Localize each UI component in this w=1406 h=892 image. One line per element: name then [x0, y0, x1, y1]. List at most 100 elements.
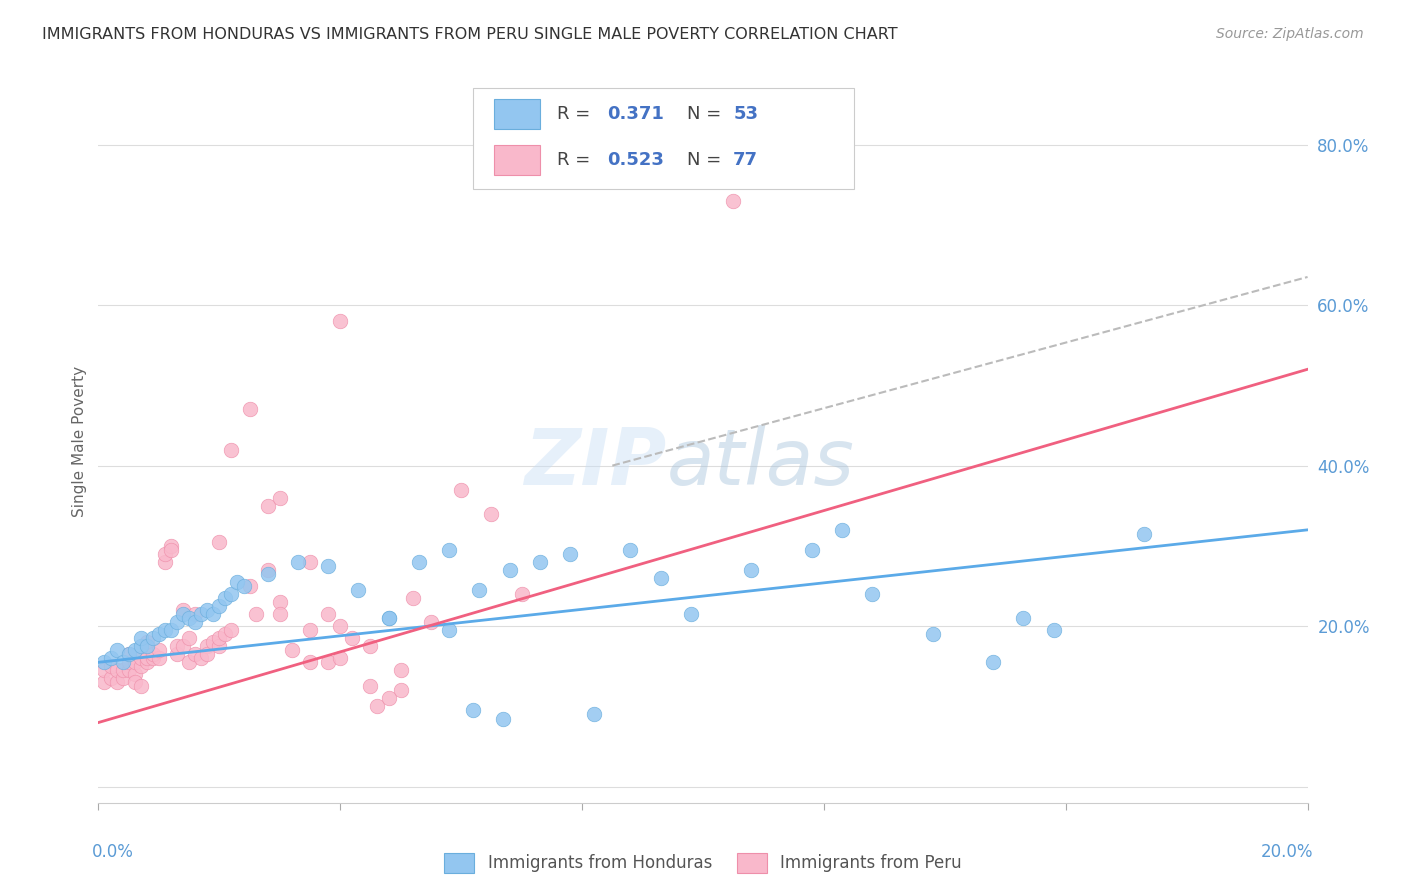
Point — [558, 547, 581, 561]
Point — [118, 664, 141, 678]
Point — [316, 607, 339, 621]
Point — [166, 639, 188, 653]
Point — [153, 555, 176, 569]
Text: 0.523: 0.523 — [607, 151, 665, 169]
Point — [179, 655, 201, 669]
Point — [492, 712, 515, 726]
Point — [389, 683, 412, 698]
Point — [329, 619, 352, 633]
Point — [239, 579, 262, 593]
Point — [148, 627, 170, 641]
Point — [148, 643, 170, 657]
Point — [981, 655, 1004, 669]
Point — [111, 671, 134, 685]
Point — [481, 507, 503, 521]
Text: Source: ZipAtlas.com: Source: ZipAtlas.com — [1216, 27, 1364, 41]
Point — [208, 599, 231, 614]
Point — [269, 595, 291, 609]
Point — [160, 542, 183, 557]
Point — [179, 632, 201, 646]
Point — [124, 667, 146, 681]
Point — [619, 542, 641, 557]
Point — [208, 534, 231, 549]
Text: 77: 77 — [734, 151, 758, 169]
Point — [135, 635, 157, 649]
Point — [124, 655, 146, 669]
Text: 53: 53 — [734, 104, 758, 123]
Point — [221, 442, 243, 457]
Point — [100, 651, 122, 665]
Point — [208, 632, 231, 646]
Point — [153, 623, 176, 637]
Legend: Immigrants from Honduras, Immigrants from Peru: Immigrants from Honduras, Immigrants fro… — [437, 847, 969, 880]
Point — [269, 491, 291, 505]
Point — [179, 611, 201, 625]
Point — [800, 542, 823, 557]
Point — [190, 607, 212, 621]
Point — [316, 558, 339, 573]
Point — [1133, 526, 1156, 541]
Text: IMMIGRANTS FROM HONDURAS VS IMMIGRANTS FROM PERU SINGLE MALE POVERTY CORRELATION: IMMIGRANTS FROM HONDURAS VS IMMIGRANTS F… — [42, 27, 898, 42]
Point — [377, 611, 399, 625]
Point — [208, 639, 231, 653]
Point — [232, 579, 254, 593]
Point — [129, 680, 152, 694]
Text: N =: N = — [688, 104, 727, 123]
Text: 20.0%: 20.0% — [1261, 843, 1313, 861]
Point — [135, 655, 157, 669]
Point — [129, 632, 152, 646]
Point — [1042, 623, 1064, 637]
Point — [129, 651, 152, 665]
Point — [281, 643, 304, 657]
Point — [135, 639, 157, 653]
Point — [202, 607, 225, 621]
Point — [195, 603, 218, 617]
Text: N =: N = — [688, 151, 727, 169]
Point — [172, 639, 194, 653]
Point — [160, 623, 183, 637]
Point — [184, 615, 207, 630]
Point — [105, 664, 128, 678]
Point — [118, 648, 141, 662]
Point — [142, 651, 165, 665]
Point — [256, 567, 278, 582]
Point — [172, 607, 194, 621]
Point — [377, 691, 399, 706]
Point — [105, 643, 128, 657]
Point — [287, 555, 309, 569]
Text: atlas: atlas — [666, 425, 855, 501]
Point — [437, 542, 460, 557]
Point — [360, 639, 382, 653]
Point — [583, 707, 606, 722]
Point — [723, 194, 745, 208]
Text: 0.371: 0.371 — [607, 104, 665, 123]
Point — [129, 659, 152, 673]
FancyBboxPatch shape — [494, 145, 540, 175]
Point — [100, 671, 122, 685]
Point — [329, 651, 352, 665]
Point — [269, 607, 291, 621]
Point — [256, 499, 278, 513]
Point — [510, 587, 533, 601]
Point — [921, 627, 943, 641]
Point — [1012, 611, 1035, 625]
Point — [529, 555, 551, 569]
Point — [214, 591, 236, 606]
Point — [214, 627, 236, 641]
Point — [111, 655, 134, 669]
Point — [366, 699, 388, 714]
Point — [831, 523, 853, 537]
Point — [329, 314, 352, 328]
Point — [100, 659, 122, 673]
Point — [195, 648, 218, 662]
Point — [93, 664, 115, 678]
Point — [420, 615, 443, 630]
Point — [679, 607, 702, 621]
Point — [650, 571, 672, 585]
Point — [389, 664, 412, 678]
Point — [437, 623, 460, 637]
Point — [245, 607, 267, 621]
Text: R =: R = — [557, 104, 596, 123]
Point — [408, 555, 430, 569]
Point — [468, 583, 491, 598]
